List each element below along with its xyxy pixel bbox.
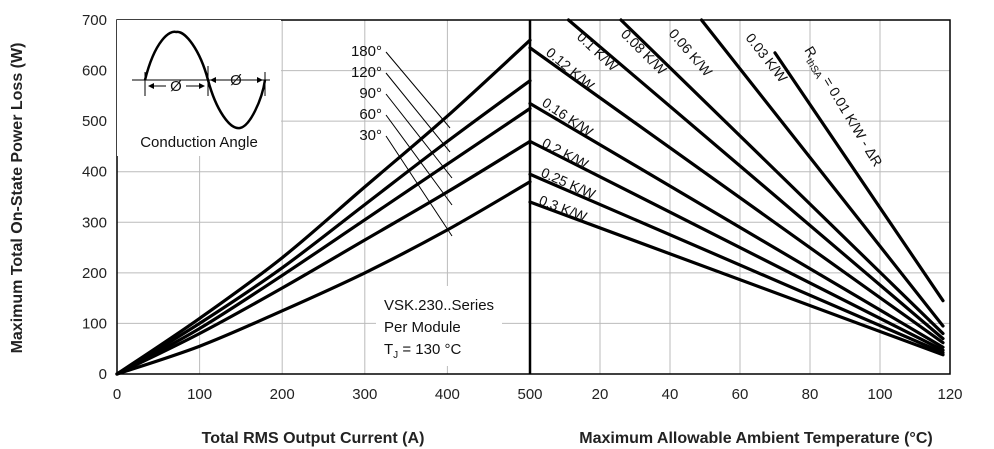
curve-angle-1 xyxy=(115,79,532,376)
leader-angle-0 xyxy=(385,51,451,129)
curve-angle-3 xyxy=(115,139,532,376)
x-tick-right-120: 120 xyxy=(937,386,962,403)
y-tick-400: 400 xyxy=(82,164,107,181)
curve-angle-2 xyxy=(115,106,532,376)
inset-arrowhead-1 xyxy=(148,83,154,89)
inset-positive-half-wave xyxy=(143,30,210,81)
x-tick-right-100: 100 xyxy=(867,386,892,403)
line-rth-2 xyxy=(528,139,945,352)
x-axis-title-left: Total RMS Output Current (A) xyxy=(202,430,425,447)
label-angle-30: 30° xyxy=(359,127,382,144)
inset-negative-half-wave xyxy=(206,79,267,130)
resistance-labels: 0.3 K/W 0.25 K/W 0.2 K/W 0.16 K/W 0.12 K… xyxy=(537,25,886,224)
line-rth-7 xyxy=(699,18,945,328)
x-axis-title-right: Maximum Allowable Ambient Temperature (°… xyxy=(579,430,932,447)
leader-angle-2 xyxy=(385,93,453,179)
info-per-module: Per Module xyxy=(384,319,461,336)
x-tick-right-60: 60 xyxy=(732,386,749,403)
line-rth-3 xyxy=(528,101,945,349)
x-tick-left-500: 500 xyxy=(517,386,542,403)
x-tick-right-20: 20 xyxy=(592,386,609,403)
inset-label: Conduction Angle xyxy=(140,134,258,151)
info-tj: TJ = 130 °C xyxy=(384,341,461,361)
y-tick-700: 700 xyxy=(82,12,107,29)
curve-angle-4 xyxy=(115,180,532,376)
x-tick-right-40: 40 xyxy=(662,386,679,403)
line-rth-6 xyxy=(619,18,945,336)
leader-angle-3 xyxy=(385,114,453,206)
y-tick-300: 300 xyxy=(82,214,107,231)
inset-phi-2: Ø xyxy=(230,72,242,89)
info-block: VSK.230..Series Per Module TJ = 130 °C xyxy=(376,286,502,366)
plot-frame xyxy=(116,19,951,375)
line-rth-4 xyxy=(528,46,945,345)
x-tick-left-0: 0 xyxy=(113,386,121,403)
y-tick-0: 0 xyxy=(99,366,107,383)
y-tick-200: 200 xyxy=(82,265,107,282)
inset-arrowhead-4 xyxy=(257,77,263,83)
y-tick-500: 500 xyxy=(82,113,107,130)
line-rth-8 xyxy=(773,51,945,303)
leader-angle-1 xyxy=(385,72,451,153)
series-layer xyxy=(115,18,945,376)
y-axis-title: Maximum Total On-State Power Loss (W) xyxy=(9,43,26,354)
x-tick-left-400: 400 xyxy=(435,386,460,403)
label-angle-60: 60° xyxy=(359,106,382,123)
x-tick-left-100: 100 xyxy=(187,386,212,403)
angle-labels: 180° 120° 90° 60° 30° xyxy=(351,43,382,144)
x-tick-right-80: 80 xyxy=(802,386,819,403)
x-tick-left-300: 300 xyxy=(352,386,377,403)
label-angle-180: 180° xyxy=(351,43,382,60)
line-rth-1 xyxy=(528,172,945,355)
inset-arrowhead-3 xyxy=(210,77,216,83)
inset-phi-1: Ø xyxy=(170,78,182,95)
label-rth-0.03: 0.03 K/W xyxy=(743,30,792,86)
line-rth-0 xyxy=(528,200,945,357)
tick-labels: 0 100 200 300 400 500 600 700 0 100 200 300 400 500 20… xyxy=(82,12,963,403)
line-rth-5 xyxy=(566,18,945,341)
curve-angle-0 xyxy=(115,38,532,376)
label-angle-120: 120° xyxy=(351,64,382,81)
conduction-angle-inset: Ø Ø Conduction Angle xyxy=(117,20,281,156)
inset-arrowhead-2 xyxy=(199,83,205,89)
info-series: VSK.230..Series xyxy=(384,297,494,314)
leader-angle-4 xyxy=(385,135,453,237)
y-tick-100: 100 xyxy=(82,315,107,332)
x-tick-left-200: 200 xyxy=(270,386,295,403)
label-angle-90: 90° xyxy=(359,85,382,102)
leader-lines xyxy=(385,51,453,237)
y-tick-600: 600 xyxy=(82,63,107,80)
label-rth-0.16: 0.16 K/W xyxy=(539,94,596,140)
